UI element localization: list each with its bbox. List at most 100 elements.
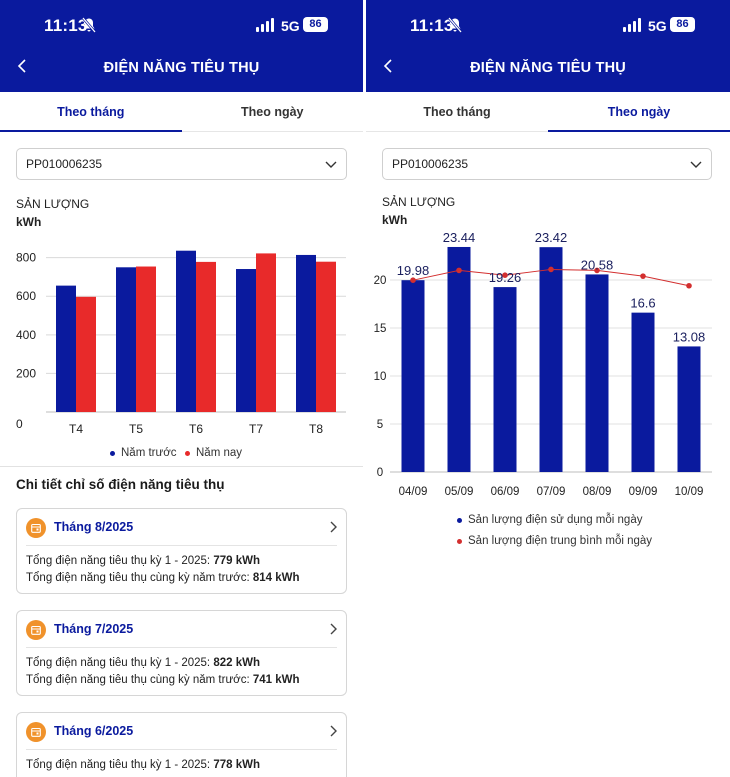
card-divider (26, 647, 337, 648)
average-point (640, 273, 646, 279)
chevron-down-icon (325, 161, 337, 168)
network-type: 5G (648, 18, 667, 34)
account-select-value: PP010006235 (392, 157, 469, 171)
chevron-left-icon[interactable] (14, 56, 32, 76)
calendar-icon (26, 620, 46, 640)
legend-dot (110, 450, 115, 456)
bar-last-year (236, 269, 256, 412)
chart-label: SẢN LƯỢNG (382, 195, 456, 209)
y-tick-label: 0 (16, 417, 23, 431)
x-tick-label: 10/09 (675, 486, 704, 498)
month-card[interactable]: Tháng 7/2025 Tổng điện năng tiêu thụ kỳ … (16, 610, 347, 696)
data-label: 23.44 (443, 230, 476, 245)
data-label: 13.08 (673, 329, 706, 344)
card-current-total: Tổng điện năng tiêu thụ kỳ 1 - 2025: 822… (26, 657, 260, 669)
monthly-bar-chart: 0 200 400 600 800 T4 T5 T6 T7 T8 (16, 250, 346, 436)
y-tick-label: 400 (16, 328, 36, 342)
network-type: 5G (281, 18, 300, 34)
chevron-right-icon (330, 725, 337, 737)
legend-item-average: Sản lượng điện trung bình mỗi ngày (457, 535, 652, 547)
x-tick-label: T4 (69, 422, 83, 436)
calendar-icon (26, 518, 46, 538)
bar-daily (585, 274, 609, 472)
screen-divider (363, 0, 366, 777)
bar-this-year (136, 266, 156, 412)
bar-last-year (176, 250, 196, 412)
page-title: ĐIỆN NĂNG TIÊU THỤ (103, 60, 260, 76)
x-tick-label: T5 (129, 422, 143, 436)
y-tick-label: 20 (374, 275, 387, 287)
chart-unit: kWh (382, 213, 408, 227)
legend-dot (185, 450, 190, 456)
chart-unit: kWh (16, 215, 42, 229)
x-tick-label: 07/09 (537, 486, 566, 498)
bar-this-year (256, 253, 276, 412)
x-tick-label: T8 (309, 422, 323, 436)
legend-item-daily: Sản lượng điện sử dụng mỗi ngày (457, 514, 642, 526)
bar-daily (401, 280, 425, 472)
tab-daily[interactable]: Theo ngày (548, 92, 730, 132)
card-month: Tháng 8/2025 (54, 520, 134, 534)
legend-label: Năm trước (121, 447, 177, 459)
average-point (502, 272, 508, 278)
tab-monthly[interactable]: Theo tháng (423, 105, 491, 119)
card-divider (26, 749, 337, 750)
bar-this-year (196, 261, 216, 412)
bar-last-year (56, 285, 76, 412)
account-select[interactable]: PP010006235 (16, 148, 347, 180)
month-card[interactable]: Tháng 8/2025 Tổng điện năng tiêu thụ kỳ … (16, 508, 347, 594)
account-select[interactable]: PP010006235 (382, 148, 712, 180)
card-month: Tháng 7/2025 (54, 622, 134, 636)
bar-daily (631, 312, 655, 472)
bar-daily (539, 247, 563, 472)
chevron-right-icon (330, 623, 337, 635)
y-tick-label: 15 (374, 323, 387, 335)
daily-screen: 11:13 5G 86 ĐIỆN NĂNG TIÊU THỤ Theo thán… (366, 0, 730, 777)
x-tick-label: 05/09 (445, 486, 474, 498)
signal-icon (256, 18, 274, 32)
bar-this-year (316, 261, 336, 412)
tab-daily[interactable]: Theo ngày (240, 105, 304, 119)
daily-bar-chart: 0 5 10 15 20 04/09 05/09 06/09 07/09 08/09 09/09 10… (374, 230, 712, 498)
card-month: Tháng 6/2025 (54, 724, 134, 738)
card-current-total: Tổng điện năng tiêu thụ kỳ 1 - 2025: 779… (26, 555, 260, 567)
y-tick-label: 0 (377, 467, 383, 479)
average-point (548, 266, 554, 273)
average-point (594, 267, 600, 274)
data-label: 23.42 (535, 230, 568, 245)
x-tick-label: 08/09 (583, 486, 612, 498)
legend-label: Sản lượng điện trung bình mỗi ngày (468, 535, 653, 547)
tab-bar: Theo tháng Theo ngày (366, 92, 730, 132)
card-divider (26, 545, 337, 546)
month-card[interactable]: Tháng 6/2025 Tổng điện năng tiêu thụ kỳ … (16, 712, 347, 777)
x-tick-label: T7 (249, 422, 263, 436)
chevron-left-icon[interactable] (380, 56, 398, 76)
calendar-icon (26, 722, 46, 742)
card-previous-total: Tổng điện năng tiêu thụ cùng kỳ năm trướ… (26, 674, 300, 686)
status-time: 11:13 (44, 16, 88, 35)
data-label: 19.98 (397, 263, 430, 278)
tab-monthly[interactable]: Theo tháng (0, 92, 182, 132)
page-title: ĐIỆN NĂNG TIÊU THỤ (470, 60, 626, 76)
bell-slash-icon (448, 17, 462, 33)
average-point (686, 282, 692, 289)
card-current-total: Tổng điện năng tiêu thụ kỳ 1 - 2025: 778… (26, 759, 260, 771)
bar-daily (677, 346, 701, 472)
legend-label: Năm nay (196, 447, 243, 459)
divider (0, 466, 363, 467)
bar-daily (447, 246, 471, 472)
y-tick-label: 200 (16, 366, 36, 380)
chevron-down-icon (690, 161, 702, 168)
data-label: 16.6 (630, 296, 655, 311)
bar-last-year (296, 254, 316, 412)
card-previous-total: Tổng điện năng tiêu thụ cùng kỳ năm trướ… (26, 572, 300, 584)
legend-item-last-year: Năm trước (110, 447, 177, 459)
x-tick-label: 06/09 (491, 486, 520, 498)
legend-dot (457, 517, 462, 523)
account-select-value: PP010006235 (26, 157, 103, 171)
status-time: 11:13 (410, 16, 454, 35)
bell-slash-icon (82, 17, 96, 33)
data-label: 19.26 (489, 270, 522, 285)
chevron-right-icon (330, 521, 337, 533)
bar-this-year (76, 296, 96, 412)
